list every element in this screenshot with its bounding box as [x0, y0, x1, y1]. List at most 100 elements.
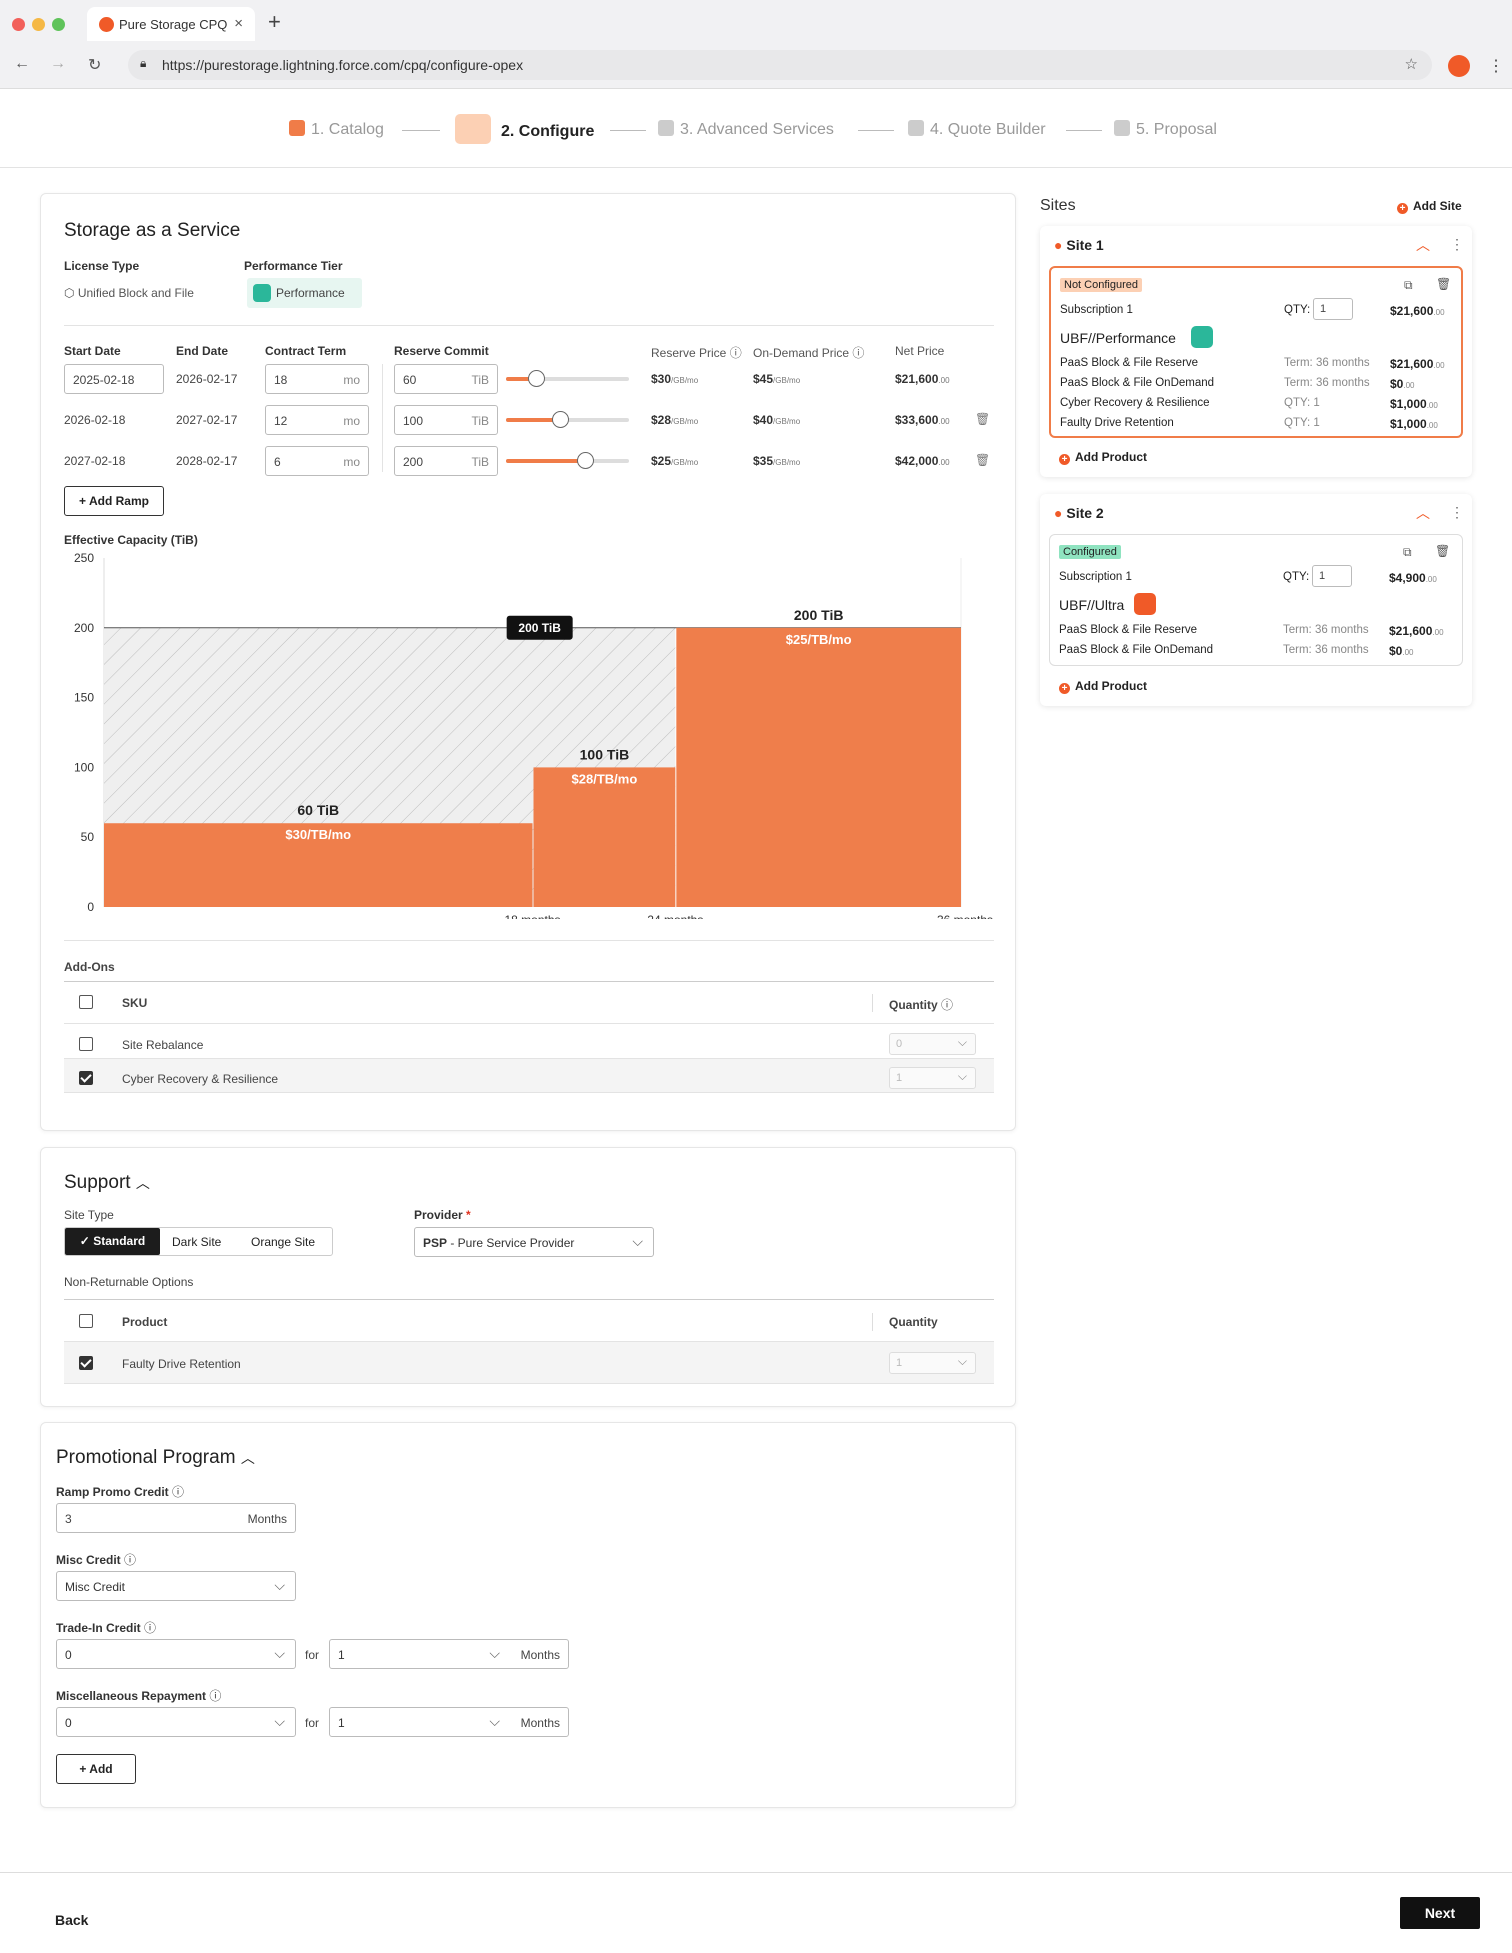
contract-term-input[interactable]: 12 mo: [265, 405, 369, 435]
site-type-standard[interactable]: ✓ Standard: [65, 1228, 160, 1255]
site-qty-input[interactable]: 1: [1312, 565, 1352, 587]
start-date-input[interactable]: 2025-02-18: [64, 364, 164, 394]
end-date: 2028-02-17: [176, 454, 238, 468]
select-all-checkbox[interactable]: [79, 995, 93, 1009]
add-promo-button[interactable]: + Add: [56, 1754, 136, 1784]
info-icon[interactable]: ⓘ: [852, 346, 865, 360]
reserve-commit-input[interactable]: 60 TiB: [394, 364, 498, 394]
site-type-dark[interactable]: Dark Site: [172, 1235, 222, 1249]
commit-slider[interactable]: [506, 411, 629, 428]
trash-icon[interactable]: 🗑︎: [1436, 277, 1452, 291]
trade-in-select[interactable]: 0 ⌵: [56, 1639, 296, 1669]
reload-icon[interactable]: ↻: [88, 57, 102, 74]
chevron-down-icon: ⌵: [957, 1354, 967, 1368]
info-icon[interactable]: ⓘ: [144, 1621, 157, 1635]
maximize-window-icon[interactable]: [52, 18, 65, 31]
trade-in-months-select[interactable]: 1 ⌵ Months: [329, 1639, 569, 1669]
subscription-box: Not Configured ⧉ 🗑︎ Subscription 1 QTY: …: [1049, 266, 1463, 438]
chevron-up-icon[interactable]: ︿: [1416, 237, 1430, 253]
site-qty-input[interactable]: 1: [1313, 298, 1353, 320]
slider-fill: [506, 377, 537, 381]
trash-icon[interactable]: 🗑︎: [1435, 544, 1451, 558]
status-badge: Configured: [1059, 545, 1121, 559]
site-type-orange[interactable]: Orange Site: [251, 1235, 316, 1249]
copy-icon[interactable]: ⧉: [1403, 545, 1412, 559]
browser-menu-icon[interactable]: ⋮: [1488, 58, 1504, 75]
delete-ramp-icon[interactable]: 🗑︎: [975, 453, 991, 467]
ramp-credit-input[interactable]: 3 Months: [56, 1503, 296, 1533]
delete-ramp-icon[interactable]: 🗑︎: [975, 412, 991, 426]
add-product-button[interactable]: + Add Product: [1059, 679, 1147, 694]
addon-checkbox[interactable]: [79, 1071, 93, 1085]
subscription-total-value: $21,600: [1390, 304, 1434, 318]
addon-quantity-select[interactable]: 1 ⌵: [889, 1067, 976, 1089]
y-tick-label: 100: [74, 760, 94, 774]
info-icon[interactable]: ⓘ: [209, 1689, 222, 1703]
performance-tier-chip[interactable]: Performance: [247, 278, 362, 308]
addon-quantity-select[interactable]: 0 ⌵: [889, 1033, 976, 1055]
provider-select[interactable]: PSP - Pure Service Provider ⌵: [414, 1227, 654, 1257]
site-header[interactable]: ●︎ Site 1: [1054, 237, 1104, 253]
more-options-icon[interactable]: ⋮: [1450, 236, 1464, 252]
site-header[interactable]: ●︎ Site 2: [1054, 505, 1104, 521]
required-asterisk: *: [466, 1208, 471, 1222]
contract-term-input[interactable]: 6 mo: [265, 446, 369, 476]
step-configure[interactable]: 2. Configure: [455, 114, 594, 144]
max-capacity-label: 200 TiB: [518, 621, 561, 635]
back-button[interactable]: Back: [55, 1912, 89, 1928]
chevron-up-icon[interactable]: ︿: [1416, 505, 1430, 521]
close-window-icon[interactable]: [12, 18, 25, 31]
info-icon[interactable]: ⓘ: [172, 1485, 185, 1499]
y-tick-label: 50: [81, 830, 95, 844]
slider-handle[interactable]: [552, 411, 569, 428]
commit-slider[interactable]: [506, 370, 629, 387]
promo-title[interactable]: Promotional Program ︿: [56, 1447, 255, 1469]
info-icon[interactable]: ⓘ: [729, 346, 742, 360]
bookmark-star-icon[interactable]: ☆: [1404, 56, 1418, 73]
new-tab-icon[interactable]: +: [268, 9, 281, 34]
addon-checkbox[interactable]: [79, 1037, 93, 1051]
info-icon[interactable]: ⓘ: [124, 1553, 137, 1567]
close-tab-icon[interactable]: ×: [234, 15, 243, 32]
forward-arrow-icon[interactable]: →: [50, 55, 66, 72]
support-title[interactable]: Support ︿: [64, 1172, 150, 1194]
address-bar[interactable]: 🔒︎ https://purestorage.lightning.force.c…: [128, 50, 1432, 80]
step-catalog[interactable]: 1. Catalog: [289, 120, 384, 139]
qty-label: QTY:: [1283, 571, 1310, 583]
slider-handle[interactable]: [528, 370, 545, 387]
slider-handle[interactable]: [577, 452, 594, 469]
site-type-label: Site Type: [64, 1208, 114, 1222]
repayment-months-select[interactable]: 1 ⌵ Months: [329, 1707, 569, 1737]
col-product: Product: [122, 1315, 168, 1329]
add-site-button[interactable]: + Add Site: [1397, 199, 1462, 214]
extension-icon[interactable]: [1448, 55, 1470, 77]
product-quantity-select[interactable]: 1 ⌵: [889, 1352, 976, 1374]
step-quote-builder[interactable]: 4. Quote Builder: [908, 120, 1046, 139]
provider-code: PSP: [423, 1236, 448, 1250]
add-ramp-button[interactable]: + Add Ramp: [64, 486, 164, 516]
end-date: 2026-02-17: [176, 372, 238, 386]
line-item-term: QTY: 1: [1284, 417, 1320, 429]
contract-term-input[interactable]: 18 mo: [265, 364, 369, 394]
add-product-button[interactable]: + Add Product: [1059, 450, 1147, 465]
step-advanced-services[interactable]: 3. Advanced Services: [658, 120, 834, 139]
repayment-select[interactable]: 0 ⌵: [56, 1707, 296, 1737]
divider: [64, 1341, 994, 1342]
reserve-commit-input[interactable]: 100 TiB: [394, 405, 498, 435]
bar-capacity-label: 60 TiB: [297, 802, 339, 818]
info-icon[interactable]: ⓘ: [941, 998, 954, 1012]
step-proposal[interactable]: 5. Proposal: [1114, 120, 1217, 139]
more-options-icon[interactable]: ⋮: [1450, 504, 1464, 520]
misc-credit-select[interactable]: Misc Credit ⌵: [56, 1571, 296, 1601]
next-button[interactable]: Next: [1400, 1897, 1480, 1929]
commit-slider[interactable]: [506, 452, 629, 469]
price-unit: /GB/mo: [773, 458, 801, 467]
product-checkbox[interactable]: [79, 1356, 93, 1370]
back-arrow-icon[interactable]: ←: [14, 55, 30, 72]
reserve-commit-input[interactable]: 200 TiB: [394, 446, 498, 476]
months-unit: Months: [520, 1716, 560, 1730]
select-all-checkbox[interactable]: [79, 1314, 93, 1328]
minimize-window-icon[interactable]: [32, 18, 45, 31]
browser-tab[interactable]: Pure Storage CPQ ×: [87, 7, 255, 41]
copy-icon[interactable]: ⧉: [1404, 278, 1413, 292]
